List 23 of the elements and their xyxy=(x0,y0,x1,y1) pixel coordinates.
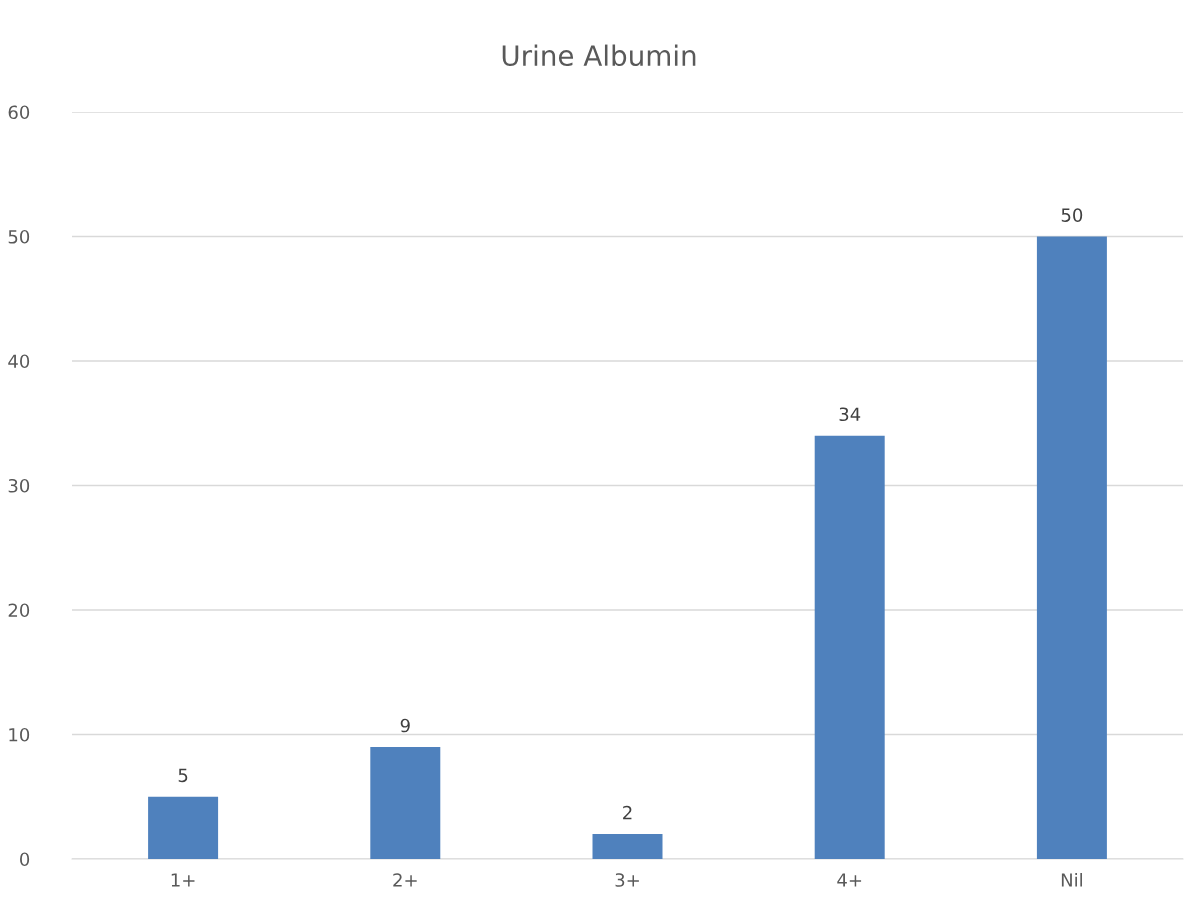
y-tick-label: 0 xyxy=(20,852,30,867)
data-label: 34 xyxy=(839,407,861,422)
bar xyxy=(592,834,663,859)
data-label: 9 xyxy=(400,718,410,733)
bar xyxy=(814,435,885,859)
x-tick-label: 3+ xyxy=(615,873,639,887)
x-tick-label: 1+ xyxy=(171,873,195,887)
bar xyxy=(370,746,441,859)
x-tick-label: 2+ xyxy=(393,873,417,887)
y-tick-label: 20 xyxy=(8,603,30,618)
y-tick-label: 60 xyxy=(8,105,30,120)
y-tick-label: 40 xyxy=(8,354,30,369)
y-tick-label: 10 xyxy=(9,727,30,742)
x-tick-label: Nil xyxy=(1061,872,1082,887)
y-tick-label: 50 xyxy=(8,229,30,244)
data-label: 50 xyxy=(1061,208,1083,222)
data-label: 5 xyxy=(178,768,188,783)
bar xyxy=(148,796,219,859)
x-tick-label: 4+ xyxy=(837,873,862,887)
chart-title: Urine Albumin xyxy=(502,44,696,67)
y-tick-label: 30 xyxy=(8,478,30,493)
data-label: 2 xyxy=(623,805,632,820)
bar xyxy=(1036,236,1107,859)
